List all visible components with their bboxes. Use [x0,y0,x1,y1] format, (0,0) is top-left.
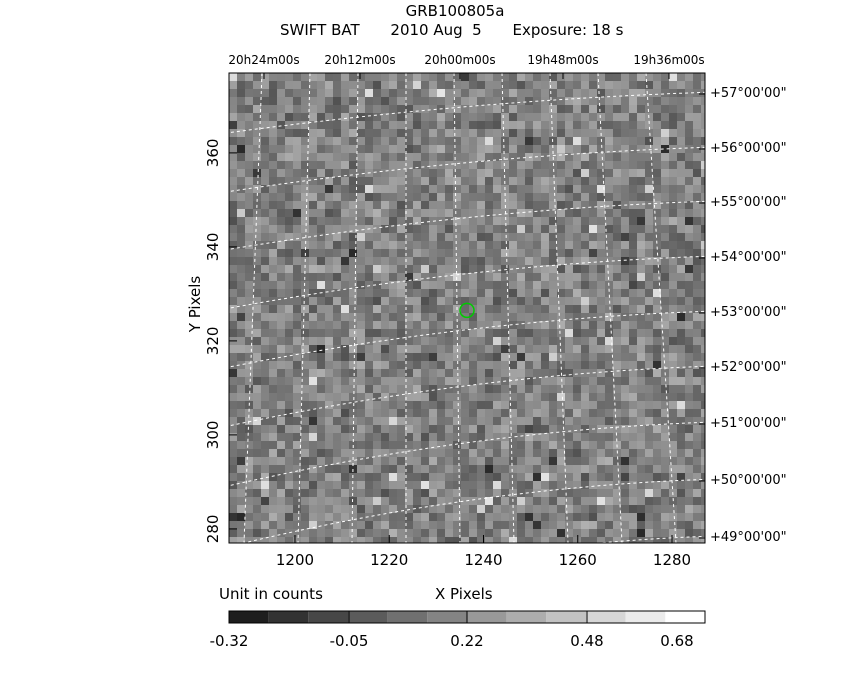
colorbar-tick-label: 0.68 [660,632,693,650]
heatmap-cells [229,73,705,543]
dec-tick-label: +56°00'00" [710,141,787,156]
dec-tick-label: +51°00'00" [710,416,787,431]
dec-tick-label: +50°00'00" [710,473,787,488]
axis-ticks [229,73,705,543]
colorbar-tick-label: 0.48 [570,632,603,650]
source-marker [459,302,475,319]
chart-title: GRB100805a [405,2,505,20]
colorbar-step [387,611,428,623]
exposure-label: Exposure: 18 s [512,21,624,39]
colorbar-step [348,611,388,623]
colorbar-step [625,611,666,623]
coordinate-grid [229,73,705,543]
dec-tick-label: +55°00'00" [710,195,787,210]
colorbar-tick-label: 0.22 [450,632,483,650]
x-axis-label: X Pixels [435,585,493,603]
ra-tick-labels: 20h24m00s 20h12m00s 20h00m00s 19h48m00s … [228,53,704,67]
colorbar-step [506,611,547,623]
dec-tick-label: +53°00'00" [710,305,787,320]
colorbar-tick-label: -0.32 [210,632,249,650]
observation-date: 2010 Aug 5 [390,21,482,39]
colorbar-step [467,611,507,623]
x-tick-label: 1220 [370,551,408,569]
y-axis-label: Y Pixels [186,275,204,333]
dec-tick-label: +54°00'00" [710,250,787,265]
x-tick-label: 1280 [653,551,691,569]
colorbar-step [229,611,269,623]
dec-tick-label: +52°00'00" [710,360,787,375]
y-tick-labels: 280 300 320 340 360 [204,139,222,544]
y-tick-label: 320 [204,327,222,356]
y-tick-label: 340 [204,233,222,262]
y-tick-label: 280 [204,515,222,544]
ra-tick-label: 20h12m00s [324,53,395,67]
x-tick-label: 1200 [276,551,314,569]
dec-tick-label: +49°00'00" [710,530,787,545]
ra-tick-label: 20h00m00s [424,53,495,67]
chart-subtitle: SWIFT BAT 2010 Aug 5 Exposure: 18 s [280,21,649,39]
colorbar-tick-label: -0.05 [330,632,369,650]
ra-tick-label: 19h48m00s [527,53,598,67]
colorbar-tick-labels: -0.32 -0.05 0.22 0.48 0.68 [210,632,694,650]
colorbar-step [546,611,586,623]
colorbar-step [308,611,348,623]
instrument-label: SWIFT BAT [280,21,360,39]
x-tick-labels: 1200 1220 1240 1260 1280 [276,551,691,569]
ra-tick-label: 20h24m00s [228,53,299,67]
dec-tick-label: +57°00'00" [710,86,787,101]
x-tick-label: 1240 [464,551,502,569]
colorbar-step [427,611,467,623]
ra-tick-label: 19h36m00s [633,53,704,67]
colorbar [228,610,706,624]
source-circle [459,302,475,319]
y-tick-label: 360 [204,139,222,168]
plot-frame [228,72,706,544]
dec-tick-labels: +57°00'00" +56°00'00" +55°00'00" +54°00'… [710,86,787,545]
y-tick-label: 300 [204,421,222,450]
colorbar-step [268,611,309,623]
colorbar-step [665,611,705,623]
colorbar-step [586,611,626,623]
x-tick-label: 1260 [559,551,597,569]
colorbar-unit-label: Unit in counts [219,585,323,603]
